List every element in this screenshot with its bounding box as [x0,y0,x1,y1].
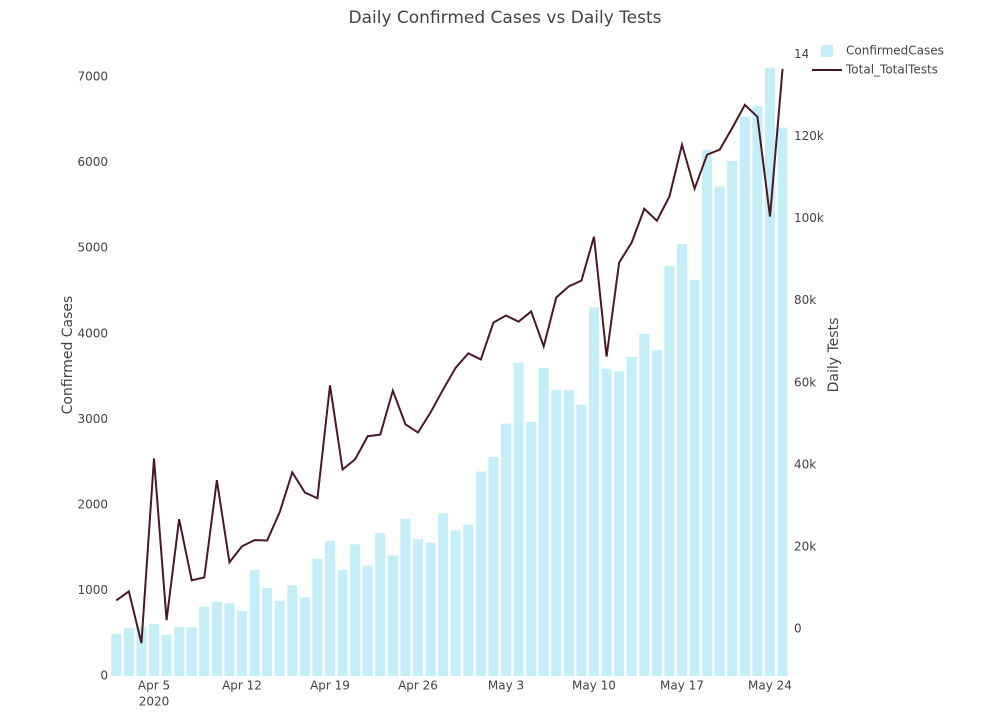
bar [287,585,298,676]
bar [224,603,235,676]
bar [538,367,549,676]
bar [727,160,738,676]
bar [438,513,449,676]
y2-tick-label: 60k [794,375,816,389]
x-tick-label: May 10 [572,679,616,693]
y-tick-label: 6000 [77,155,108,169]
bar [475,471,486,676]
x-year-label: 2020 [139,695,170,709]
bar [513,362,524,676]
bar [601,368,612,676]
bar [714,186,725,677]
y2-tick-label: 0 [794,622,802,636]
y-tick-label: 5000 [77,241,108,255]
bar [337,569,348,676]
legend: ConfirmedCases Total_TotalTests [808,40,978,82]
bar [312,558,323,676]
bar [186,627,197,676]
x-tick-label: May 17 [660,679,704,693]
bar [274,600,285,676]
bar [488,456,499,676]
x-tick-label: Apr 19 [310,679,350,693]
y2-tick-label: 80k [794,293,816,307]
y-tick-label: 2000 [77,497,108,511]
bar [148,623,160,676]
bar [199,606,210,676]
x-tick-label: May 24 [748,679,792,693]
bar [375,533,386,676]
bar [362,565,373,676]
y2-tick-label: 100k [794,211,824,225]
legend-swatch [821,45,833,57]
y2-axis-title: Daily Tests [826,318,842,393]
bar [739,116,750,677]
bar [400,518,411,676]
y-tick-label: 1000 [77,583,108,597]
bar [262,587,273,676]
bar [350,544,361,676]
y2-tick-label: 120k [794,129,824,143]
bar [425,542,436,676]
x-tick-label: Apr 5 [138,679,170,693]
bar [249,569,260,676]
bar [324,540,336,676]
bar [777,127,788,676]
bar [450,530,461,676]
y-tick-label: 3000 [77,412,108,426]
bar [161,634,172,676]
y-tick-label: 0 [100,669,108,683]
y2-tick-label: 40k [794,457,816,471]
x-tick-label: Apr 26 [398,679,438,693]
bar [412,539,424,676]
bar [626,356,637,676]
bar [211,601,222,676]
bar [526,421,537,676]
bar [651,350,662,676]
line [115,68,784,644]
bar [702,149,713,677]
bar [664,266,675,676]
y2-tick-label: 20k [794,540,816,554]
chart-title: Daily Confirmed Cases vs Daily Tests [348,8,661,28]
y-tick-label: 7000 [77,70,108,84]
bar [136,627,147,676]
bar [551,390,562,676]
x-tick-label: May 3 [488,679,524,693]
bar [111,634,122,676]
bar [123,628,134,676]
bar [676,243,688,677]
x-tick-label: Apr 12 [222,679,262,693]
bar [299,597,310,676]
bar [689,279,700,676]
bar [500,423,512,676]
bar [563,390,574,676]
legend-background [808,40,978,82]
bar [614,371,625,676]
legend-label: Total_TotalTests [845,63,938,77]
bar [752,106,763,676]
bar [387,555,398,676]
bar [463,524,474,676]
bar [576,404,587,676]
bar [174,627,185,676]
y-axis-title: Confirmed Cases [60,296,76,415]
bar [236,610,248,676]
legend-label: ConfirmedCases [846,44,944,58]
bar [764,67,776,676]
bar [639,333,650,676]
y-tick-label: 4000 [77,326,108,340]
bar [588,307,600,676]
